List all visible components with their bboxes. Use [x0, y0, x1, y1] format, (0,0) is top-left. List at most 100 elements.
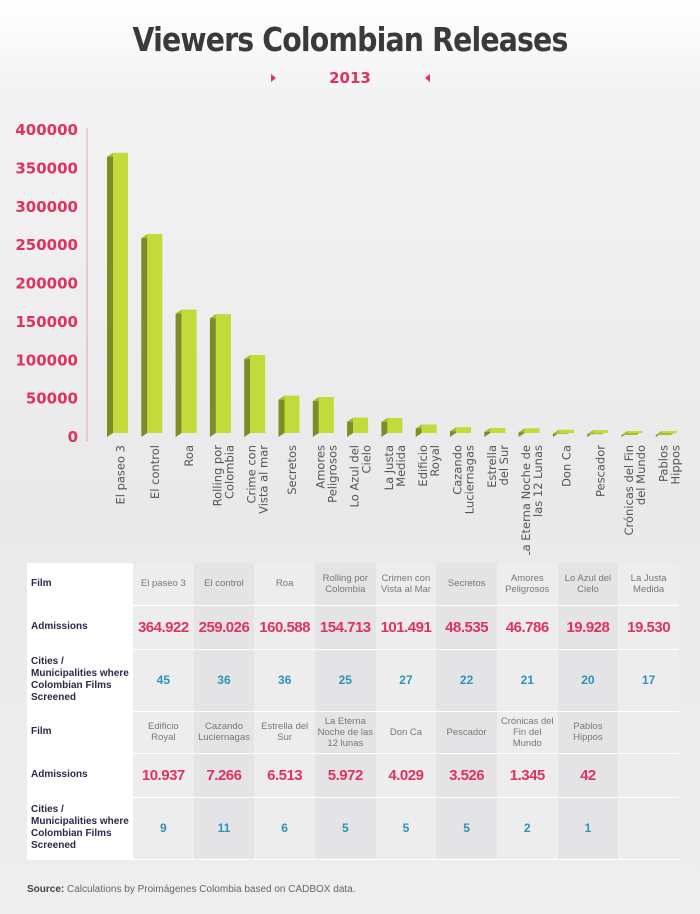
- table-cell: 46.786: [496, 605, 558, 650]
- y-tick-label: 400000: [15, 121, 78, 139]
- row-header: Admissions: [27, 753, 133, 798]
- table-cell: 22: [436, 649, 497, 712]
- table-cell: 6.513: [254, 753, 315, 798]
- bar-side: [175, 309, 182, 437]
- x-tick-label: Crime conVista al mar: [245, 445, 271, 514]
- table-cell: 4.029: [375, 753, 437, 798]
- table-cell: 7.266: [193, 753, 255, 798]
- x-tick-label: El paseo 3: [114, 445, 128, 505]
- x-tick-label: CazandoLuciernagas: [451, 445, 477, 514]
- bar-side: [347, 417, 354, 437]
- row-header: Cities / Municipalities where Colombian …: [27, 649, 133, 712]
- bar: [490, 428, 506, 433]
- table-cell: Pescador: [436, 711, 497, 754]
- bar: [250, 355, 266, 433]
- x-tick-label: La Eterna Noche delas 12 Lunas: [519, 445, 545, 555]
- table-cell: Estrella del Sur: [254, 711, 315, 754]
- x-tick-label: Don Ca: [559, 445, 573, 487]
- table-cell: 364.922: [133, 605, 194, 650]
- table-cell: 48.535: [436, 605, 497, 650]
- source-note: Source: Calculations by Proimágenes Colo…: [27, 884, 356, 895]
- x-tick-label: El control: [148, 445, 162, 499]
- table-cell: 5.972: [314, 753, 376, 798]
- table-cell: 1.345: [496, 753, 558, 798]
- data-table: Film El paseo 3 El control Roa Rolling por C…: [27, 563, 679, 860]
- table-cell: 101.491: [375, 605, 437, 650]
- table-cell: 5: [314, 797, 376, 860]
- bar: [181, 309, 197, 433]
- bar: [284, 395, 300, 433]
- bar: [627, 431, 643, 433]
- table-row: Admissions 364.922 259.026 160.588 154.713 10…: [27, 605, 679, 650]
- table-cell: Crimen con Vista al Mar: [375, 563, 437, 606]
- bar-side: [312, 397, 319, 437]
- table-cell: 17: [618, 649, 679, 712]
- year-label: 2013: [329, 69, 371, 87]
- y-tick-label: 100000: [15, 351, 78, 369]
- table-cell: 5: [375, 797, 437, 860]
- table-cell: 19.530: [618, 605, 679, 650]
- y-tick-label: 50000: [26, 390, 78, 408]
- table-cell: Don Ca: [375, 711, 437, 754]
- x-tick-label: Pescador: [594, 445, 608, 497]
- table-cell: 5: [436, 797, 497, 860]
- bar-side: [107, 152, 113, 437]
- bar: [387, 418, 403, 433]
- table-row: Cities / Municipalities where Colombian …: [27, 649, 679, 712]
- table-cell: 1: [557, 797, 619, 860]
- table-cell: 19.928: [557, 605, 619, 650]
- table-cell: 25: [314, 649, 376, 712]
- y-tick-label: 150000: [15, 313, 78, 331]
- table-cell: 21: [496, 649, 558, 712]
- bar: [661, 431, 677, 433]
- bar: [456, 427, 471, 433]
- bar-side: [381, 418, 388, 437]
- x-tick-label: AmoresPeligrosos: [313, 445, 339, 503]
- bar: [524, 428, 540, 433]
- y-tick-label: 0: [68, 428, 78, 446]
- y-tick-label: 350000: [15, 159, 78, 177]
- table-cell: El control: [193, 563, 255, 606]
- table-cell: 36: [193, 649, 255, 712]
- bar-side: [278, 395, 285, 437]
- bar: [215, 314, 231, 433]
- x-tick-label: Crónicas del Findel Mundo: [622, 445, 648, 536]
- table-cell: Lo Azul del Cielo: [557, 563, 619, 606]
- table-cell: Rolling por Colombia: [314, 563, 376, 606]
- table-cell: [618, 711, 679, 754]
- table-cell: 259.026: [193, 605, 255, 650]
- table-cell: 154.713: [314, 605, 376, 650]
- x-tick-label: EdificioRoyal: [416, 445, 442, 487]
- table-cell: 9: [133, 797, 194, 860]
- bar-side: [244, 355, 251, 437]
- bar: [558, 429, 574, 433]
- table-row: Cities / Municipalities where Colombian …: [27, 797, 679, 860]
- table-cell: La Justa Medida: [618, 563, 679, 606]
- bar: [421, 424, 437, 433]
- table-cell: 36: [254, 649, 315, 712]
- bar: [593, 430, 609, 433]
- table-row: Film Edificio Royal Cazando Luciernagas Est…: [27, 711, 679, 754]
- bar: [353, 417, 369, 433]
- bar-side: [209, 314, 216, 437]
- row-header: Cities / Municipalities where Colombian …: [27, 797, 133, 860]
- x-tick-label: La JustaMedida: [382, 445, 408, 490]
- x-tick-label: Secretos: [285, 445, 299, 495]
- bar: [113, 152, 128, 433]
- bar: [318, 397, 334, 433]
- x-tick-label: Estrelladel Sur: [485, 445, 511, 488]
- table-cell: [618, 797, 679, 860]
- y-tick-label: 300000: [15, 198, 78, 216]
- y-tick-label: 200000: [15, 275, 78, 293]
- table-cell: Amores Peligrosos: [496, 563, 558, 606]
- row-header: Film: [27, 711, 133, 754]
- table-row: Admissions 10.937 7.266 6.513 5.972 4.029 3.52…: [27, 753, 679, 798]
- table-cell: 20: [557, 649, 619, 712]
- table-cell: Crónicas del Fin del Mundo: [496, 711, 558, 754]
- row-header: Film: [27, 563, 133, 606]
- arrow-right-icon: [271, 74, 276, 82]
- x-tick-label: PablosHippos: [656, 445, 682, 484]
- bar-side: [141, 234, 148, 437]
- table-cell: Secretos: [436, 563, 497, 606]
- table-cell: [618, 753, 679, 798]
